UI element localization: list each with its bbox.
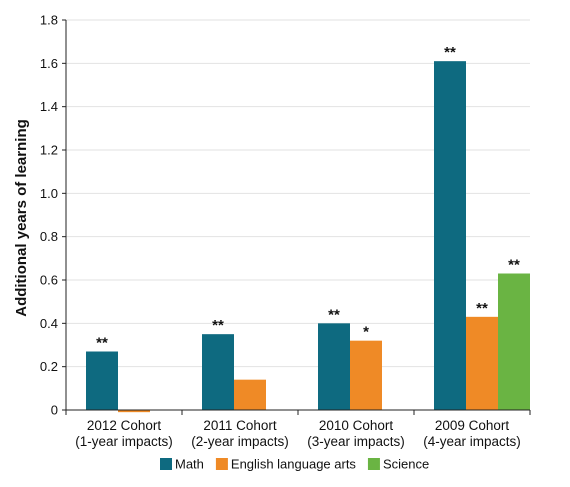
y-tick-label: 1.8: [40, 13, 58, 28]
significance-marker: *: [363, 324, 369, 341]
x-tick-label: 2010 Cohort: [319, 418, 394, 433]
legend-item-english-language-arts: English language arts: [215, 457, 357, 472]
x-tick-label: 2011 Cohort: [203, 418, 277, 433]
y-tick-label: 1.2: [40, 143, 58, 158]
bar-math: [86, 351, 118, 410]
significance-labels: *************: [96, 44, 520, 351]
legend-swatch: [215, 458, 228, 470]
x-tick-sublabel: (3-year impacts): [307, 434, 405, 449]
y-tick-label: 0: [51, 403, 58, 418]
bar-math: [434, 61, 466, 411]
significance-marker: **: [508, 257, 520, 274]
x-tick-label: 2009 Cohort: [435, 418, 510, 433]
bar-english-language-arts: [234, 379, 266, 410]
grid-lines: [66, 19, 530, 368]
bar-english-language-arts: [118, 410, 150, 413]
significance-marker: **: [476, 300, 488, 317]
x-ticks: 2012 Cohort(1-year impacts) 2011 Cohort(2…: [65, 410, 531, 449]
x-tick-sublabel: (2-year impacts): [191, 434, 289, 449]
x-tick-sublabel: (1-year impacts): [75, 434, 173, 449]
legend-item-science: Science: [367, 457, 429, 472]
y-tick-label: 0.8: [40, 229, 58, 244]
legend-swatch: [367, 458, 380, 470]
significance-marker: **: [328, 306, 340, 323]
bar-english-language-arts: [350, 340, 382, 410]
x-tick-label: 2012 Cohort: [87, 418, 162, 433]
bar-math: [318, 323, 350, 410]
x-tick-sublabel: (4-year impacts): [423, 434, 521, 449]
y-axis-label: Additional years of learning: [13, 119, 30, 317]
legend-item-math: Math: [160, 457, 204, 472]
bar-science: [498, 273, 530, 410]
legend-label: Math: [175, 457, 204, 472]
y-tick-label: 1.6: [40, 56, 58, 71]
bars: [86, 61, 530, 413]
y-tick-label: 1.0: [40, 186, 58, 201]
y-tick-label: 0.2: [40, 359, 58, 374]
legend-label: English language arts: [231, 457, 357, 472]
legend-label: Science: [383, 457, 429, 472]
legend-swatch: [160, 458, 172, 470]
y-tick-label: 0.6: [40, 273, 58, 288]
bar-math: [202, 334, 234, 410]
y-tick-label: 0.4: [40, 316, 58, 331]
y-ticks: 0 0.2 0.4 0.6 0.8 1.0 1.2 1.4 1.6 1.8: [40, 13, 66, 418]
y-tick-label: 1.4: [40, 99, 58, 114]
legend: Math English language arts Science: [160, 457, 429, 472]
significance-marker: **: [444, 44, 456, 61]
bar-english-language-arts: [466, 316, 498, 410]
significance-marker: **: [96, 335, 108, 352]
significance-marker: **: [212, 317, 224, 334]
